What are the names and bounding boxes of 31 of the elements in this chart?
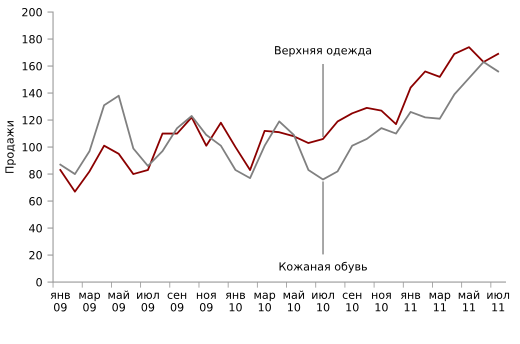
x-tick-label: мар 09 bbox=[79, 292, 100, 312]
y-tick-label: 60 bbox=[29, 197, 42, 206]
x-tick-label: май 10 bbox=[284, 290, 304, 312]
line-series bbox=[59, 46, 500, 193]
y-tick-label: 160 bbox=[22, 62, 42, 70]
x-tick-label: янв 10 bbox=[226, 292, 246, 312]
x-tick-label: июл 11 bbox=[487, 292, 510, 312]
x-tick-label: янв 11 bbox=[400, 292, 420, 312]
x-tick-label: май 11 bbox=[458, 290, 480, 312]
y-tick-label: 0 bbox=[36, 278, 42, 286]
y-tick-label: 200 bbox=[22, 8, 42, 16]
x-tick-label: ноя 09 bbox=[196, 292, 216, 312]
x-tick-label: сен 10 bbox=[342, 292, 362, 312]
x-tick-label: июл 09 bbox=[137, 292, 159, 312]
y-tick-label: 100 bbox=[22, 143, 42, 152]
x-tick-label: мар 10 bbox=[254, 292, 276, 312]
x-tick-label: мар 11 bbox=[430, 292, 450, 312]
y-axis-title: Продажи bbox=[5, 121, 16, 173]
x-tick-label: сен 09 bbox=[168, 292, 186, 312]
y-tick-label: 80 bbox=[29, 170, 42, 178]
y-tick-label: 40 bbox=[29, 224, 42, 232]
x-tick-label: янв 09 bbox=[50, 292, 70, 312]
y-tick-label: 120 bbox=[22, 116, 42, 124]
y-tick-label: 140 bbox=[22, 89, 42, 98]
x-tick-label: ноя 10 bbox=[372, 292, 391, 312]
y-tick-label: 180 bbox=[22, 35, 42, 44]
x-tick-label: май 09 bbox=[108, 290, 129, 312]
y-tick-label: 20 bbox=[29, 251, 42, 260]
annotation: Кожаная обувь bbox=[280, 262, 367, 273]
annotation: Верхняя одежда bbox=[275, 46, 372, 57]
x-tick-label: июл 10 bbox=[312, 292, 334, 312]
